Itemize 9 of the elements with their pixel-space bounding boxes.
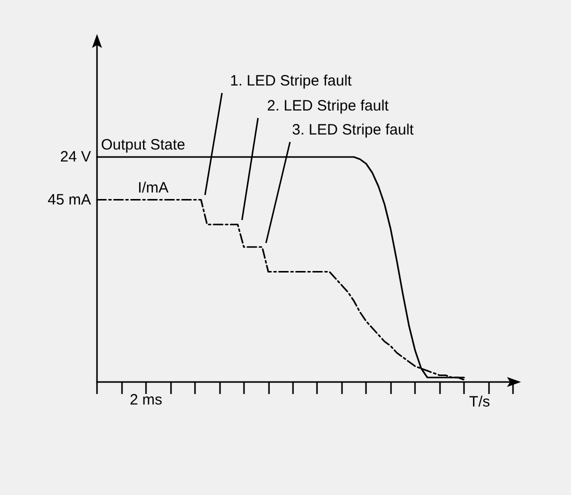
series-label: Output State: [101, 136, 186, 154]
text: 2 ms: [130, 392, 162, 408]
series-label: I/mA: [138, 179, 169, 196]
text: 2. LED Stripe fault: [267, 98, 390, 114]
text: 3. LED Stripe fault: [292, 122, 415, 138]
text: 24 V: [60, 148, 91, 166]
text: 1. LED Stripe fault: [230, 72, 353, 90]
text: 45 mA: [48, 192, 91, 208]
x-axis-title: T/s: [469, 394, 490, 410]
